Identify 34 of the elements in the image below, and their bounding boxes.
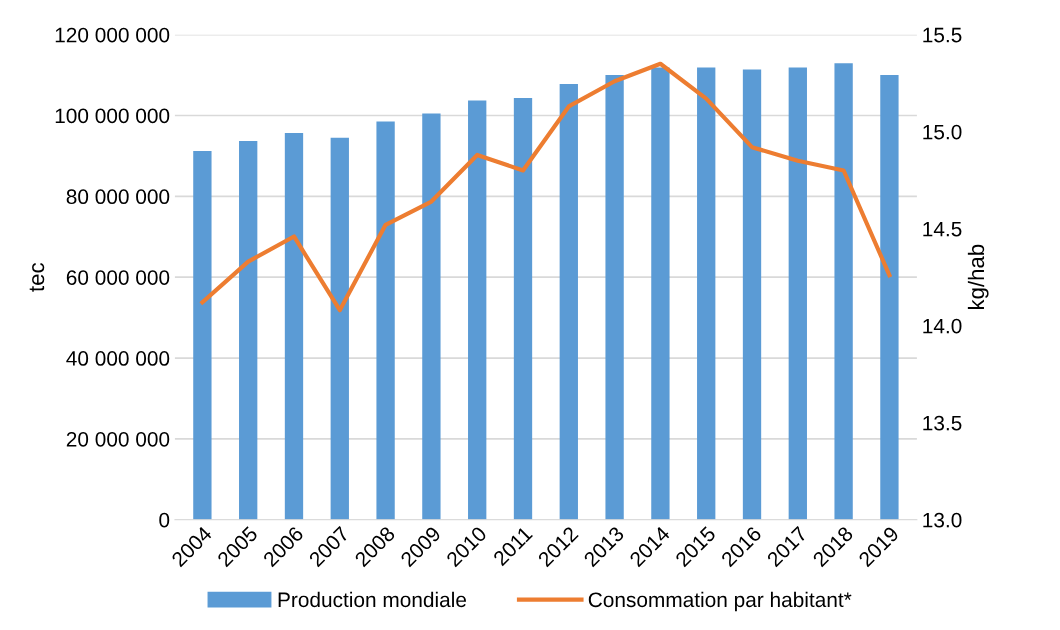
- bar: [330, 137, 349, 520]
- bar: [559, 83, 578, 520]
- y-axis-title: tec: [29, 262, 45, 292]
- bar: [834, 63, 853, 520]
- y2-axis-title: kg/hab: [967, 244, 989, 310]
- y2-tick-label: 14.0: [923, 318, 962, 334]
- bar: [376, 121, 395, 520]
- bar: [880, 75, 899, 520]
- bar: [513, 98, 533, 520]
- bar: [193, 151, 212, 520]
- y-tick-label: 0: [159, 512, 170, 528]
- y-tick-label: 120 000 000: [55, 27, 170, 43]
- y-tick-label: 80 000 000: [66, 189, 170, 205]
- y-tick-label: 40 000 000: [66, 351, 170, 366]
- line-series: [200, 61, 892, 313]
- bar: [422, 113, 441, 520]
- y-tick-label: 100 000 000: [55, 108, 170, 124]
- bar: [697, 67, 716, 520]
- legend-label: Production mondiale: [278, 591, 466, 608]
- y2-tick-label: 13.5: [923, 415, 962, 431]
- bar: [284, 132, 304, 520]
- bar: [468, 100, 487, 520]
- bar: [788, 67, 807, 520]
- bar: [742, 69, 762, 520]
- bar: [651, 67, 670, 520]
- y2-tick-label: 15.0: [923, 124, 962, 140]
- y2-tick-label: 14.5: [923, 221, 962, 237]
- y2-tick-label: 13.0: [923, 512, 962, 528]
- y2-tick-label: 15.5: [923, 27, 962, 43]
- y-tick-label: 60 000 000: [66, 270, 170, 285]
- y-tick-label: 20 000 000: [66, 431, 170, 447]
- bar: [239, 140, 258, 520]
- legend-label: Consommation par habitant*: [588, 591, 852, 612]
- bar: [605, 75, 624, 520]
